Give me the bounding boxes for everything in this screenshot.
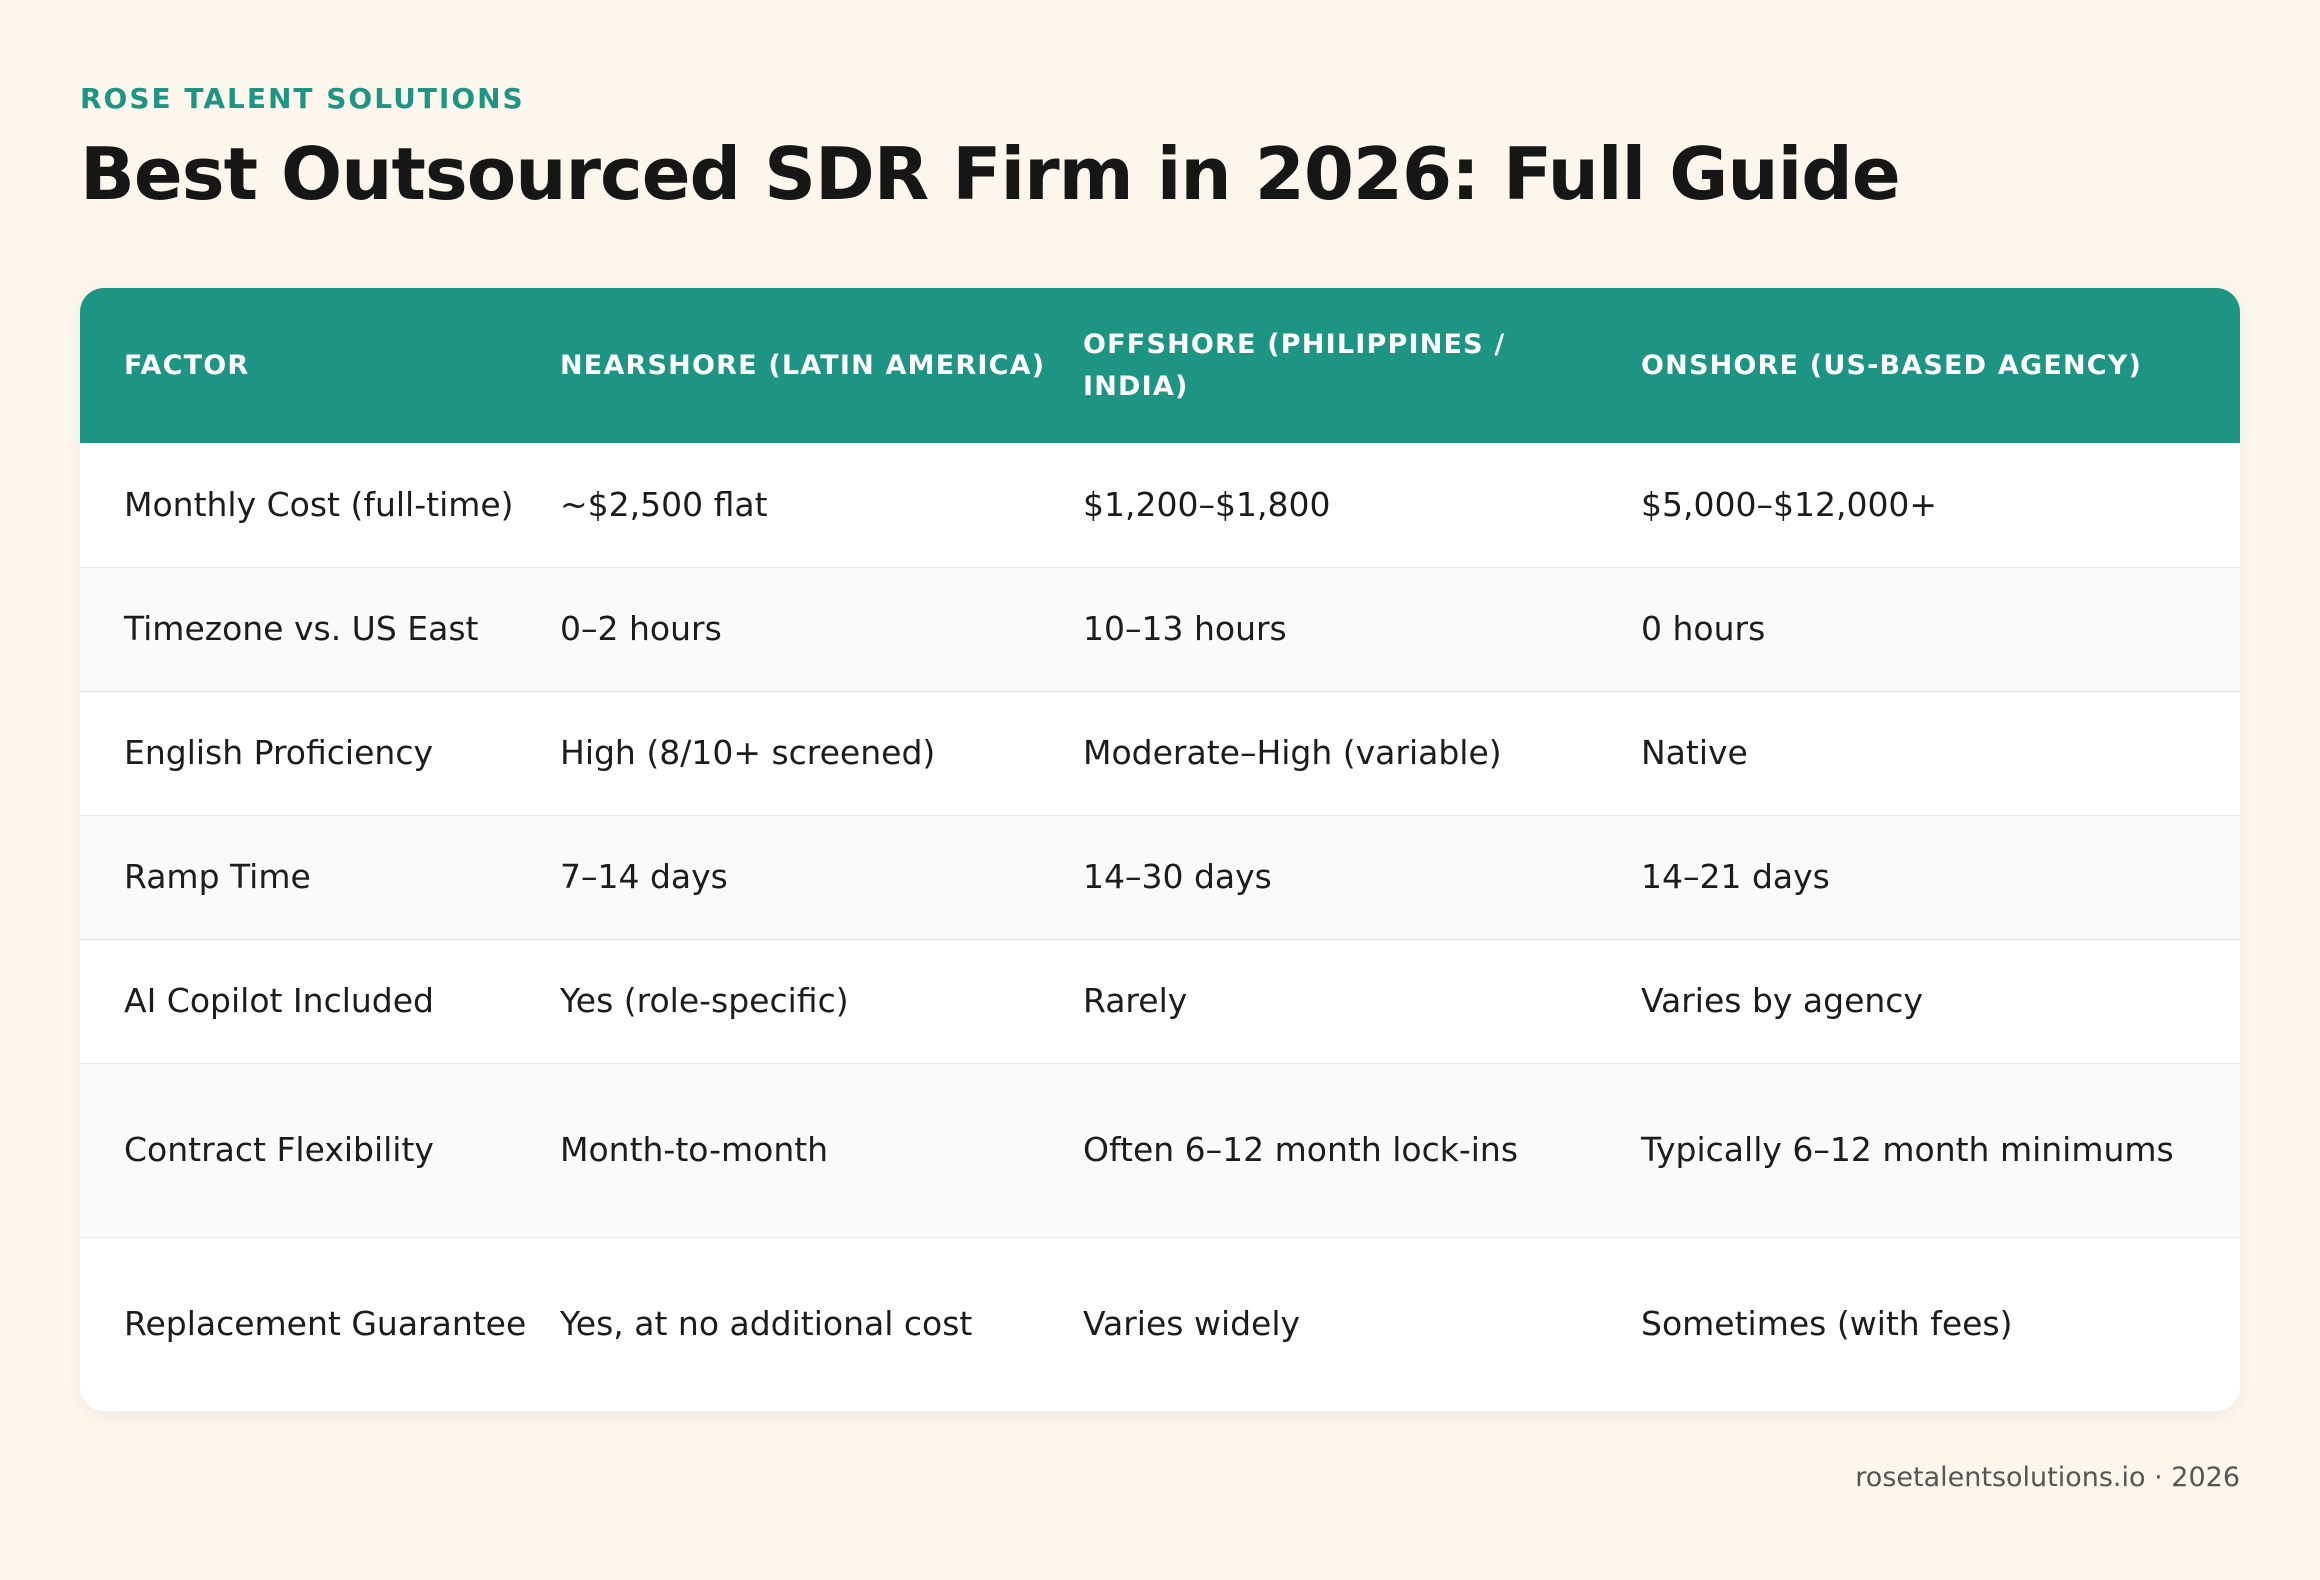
brand-name: ROSE TALENT SOLUTIONS [80,82,525,115]
table-header: FACTOR NEARSHORE (LATIN AMERICA) OFFSHOR… [80,288,2240,443]
cell-nearshore: Month-to-month [560,1130,829,1169]
table-row: AI Copilot Included Yes (role-specific) … [80,939,2240,1063]
table-row: Replacement Guarantee Yes, at no additio… [80,1237,2240,1411]
cell-nearshore: 0–2 hours [560,609,722,648]
cell-onshore: Sometimes (with fees) [1641,1304,2013,1344]
footer-credit: rosetalentsolutions.io · 2026 [1855,1462,2240,1493]
cell-nearshore: Yes, at no additional cost [560,1304,973,1344]
cell-offshore: Often 6–12 month lock-ins [1083,1130,1519,1169]
cell-offshore: 10–13 hours [1083,609,1287,648]
header-row: FACTOR NEARSHORE (LATIN AMERICA) OFFSHOR… [80,288,2240,443]
cell-onshore: 14–21 days [1641,857,1830,896]
header-factor: FACTOR [124,349,250,381]
cell-offshore: 14–30 days [1083,857,1272,896]
page-title: Best Outsourced SDR Firm in 2026: Full G… [80,132,1901,216]
cell-offshore: Varies widely [1083,1304,1301,1344]
table-body: Monthly Cost (full-time) ~$2,500 flat $1… [80,443,2240,1411]
cell-nearshore: High (8/10+ screened) [560,733,936,772]
cell-onshore: Varies by agency [1641,981,1923,1020]
cell-factor: Ramp Time [124,857,311,896]
comparison-table-card: FACTOR NEARSHORE (LATIN AMERICA) OFFSHOR… [80,288,2240,1411]
cell-onshore: Typically 6–12 month minimums [1641,1130,2174,1169]
cell-factor: Timezone vs. US East [124,609,479,648]
cell-factor: Monthly Cost (full-time) [124,484,514,524]
header-offshore: OFFSHORE (PHILIPPINES / INDIA) [1083,328,1506,402]
cell-nearshore: Yes (role-specific) [560,981,849,1020]
cell-offshore: Moderate–High (variable) [1083,733,1502,772]
cell-offshore: $1,200–$1,800 [1083,484,1331,524]
table-row: Contract Flexibility Month-to-month Ofte… [80,1063,2240,1237]
table-row: Monthly Cost (full-time) ~$2,500 flat $1… [80,443,2240,567]
header-nearshore: NEARSHORE (LATIN AMERICA) [560,349,1046,381]
cell-nearshore: 7–14 days [560,857,728,896]
cell-factor: English Proficiency [124,733,433,772]
table-row: English Proficiency High (8/10+ screened… [80,691,2240,815]
cell-onshore: 0 hours [1641,609,1766,648]
cell-factor: AI Copilot Included [124,981,435,1020]
header-onshore: ONSHORE (US-BASED AGENCY) [1641,349,2143,381]
cell-nearshore: ~$2,500 flat [560,484,768,524]
cell-factor: Contract Flexibility [124,1130,434,1169]
cell-factor: Replacement Guarantee [124,1304,527,1344]
table-row: Ramp Time 7–14 days 14–30 days 14–21 day… [80,815,2240,939]
comparison-table: FACTOR NEARSHORE (LATIN AMERICA) OFFSHOR… [80,288,2240,1411]
table-row: Timezone vs. US East 0–2 hours 10–13 hou… [80,567,2240,691]
cell-onshore: Native [1641,733,1748,772]
cell-onshore: $5,000–$12,000+ [1641,484,1938,524]
cell-offshore: Rarely [1083,981,1188,1020]
